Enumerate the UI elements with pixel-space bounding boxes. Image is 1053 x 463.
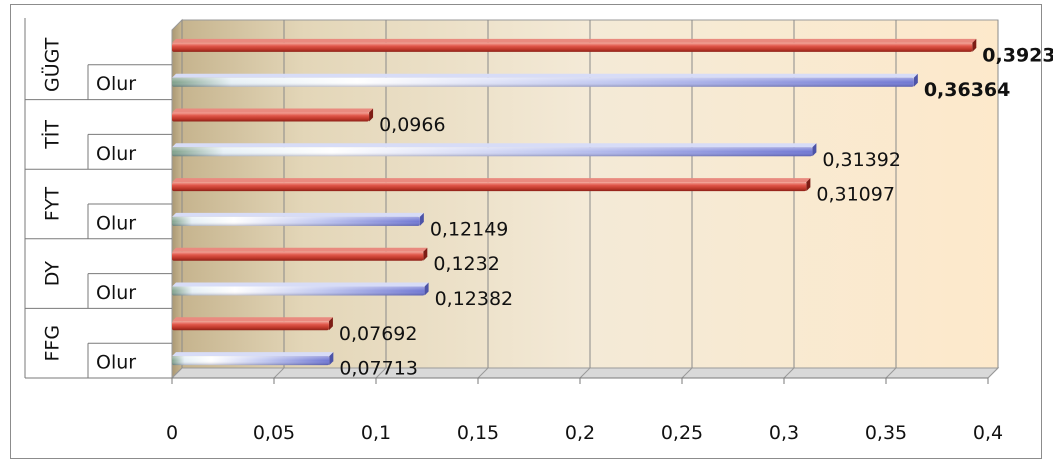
group-label: DY: [42, 261, 64, 287]
bar-top-face: [172, 38, 977, 43]
category-labels: GÜGT TİT FYT DY FFG Olur Olur Olur Olur Olur: [24, 18, 172, 379]
bar-end-face: [369, 108, 374, 122]
x-tick-labels: 0 0,05 0,1 0,15 0,2 0,25 0,3 0,35 0,4: [166, 422, 1003, 444]
data-label: 0,12382: [435, 288, 514, 310]
row-label: Olur: [96, 282, 136, 304]
grid-line-floor: [783, 367, 795, 379]
group-label: FYT: [42, 187, 64, 222]
x-tick-label: 0,35: [865, 422, 907, 444]
group-label: FFG: [42, 325, 64, 362]
x-tick-label: 0,1: [361, 422, 391, 444]
grid-line-floor: [579, 367, 591, 379]
data-label: 0,31097: [816, 184, 895, 206]
data-label: 0,07713: [339, 358, 418, 380]
bar-end-face: [972, 38, 977, 52]
bar-end-face: [913, 73, 918, 87]
bar-end-face: [329, 352, 334, 366]
data-label: 0,36364: [924, 79, 1011, 101]
bar-top-face: [172, 352, 334, 357]
bar-red: [172, 108, 374, 122]
grid-line-floor: [885, 367, 897, 379]
x-tick-label: 0,3: [769, 422, 799, 444]
bar-shade: [172, 77, 914, 87]
bar-blue: [172, 282, 429, 296]
axes: [171, 377, 989, 384]
grid-line-floor: [987, 367, 999, 379]
bar-top-face: [172, 143, 817, 148]
bar-front-face: [172, 251, 424, 261]
x-tick-label: 0,4: [973, 422, 1003, 444]
grid-line-floor: [273, 367, 285, 379]
row-label: Olur: [96, 212, 136, 234]
bar-blue: [172, 212, 424, 226]
bar-end-face: [423, 247, 428, 261]
group-label: GÜGT: [41, 37, 64, 92]
bars: [172, 38, 977, 366]
row-label: Olur: [96, 73, 136, 95]
data-label: 0,31392: [822, 149, 901, 171]
bar-top-face: [172, 247, 428, 252]
bar-blue: [172, 352, 334, 366]
bar-front-face: [172, 321, 329, 331]
data-label: 0,07692: [339, 323, 418, 345]
bar-end-face: [806, 178, 811, 192]
bar-blue: [172, 143, 817, 157]
x-tick-label: 0: [166, 422, 178, 444]
bar-top-face: [172, 178, 811, 183]
bar-red: [172, 38, 977, 52]
bar-shade: [172, 286, 425, 296]
bar-blue: [172, 73, 918, 87]
bar-red: [172, 317, 333, 331]
bar-end-face: [424, 282, 429, 296]
x-tick-label: 0,25: [661, 422, 703, 444]
row-label: Olur: [96, 352, 136, 374]
bar-red: [172, 247, 428, 261]
x-tick-label: 0,05: [253, 422, 295, 444]
data-label: 0,0966: [379, 114, 445, 136]
group-label: TİT: [41, 120, 64, 150]
x-tick-label: 0,2: [565, 422, 595, 444]
bar-top-face: [172, 212, 424, 217]
data-labels: 0,39231 0,36364 0,0966 0,31392 0,31097 0,1214…: [339, 44, 1053, 379]
bar-front-face: [172, 182, 807, 192]
bar-top-face: [172, 73, 918, 78]
grid-line-floor: [171, 367, 183, 379]
grid-line-floor: [375, 367, 387, 379]
data-label: 0,12149: [430, 218, 509, 240]
bar-end-face: [812, 143, 817, 157]
bar-red: [172, 178, 811, 192]
x-tick-label: 0,15: [457, 422, 499, 444]
bar-front-face: [172, 112, 370, 122]
bar-front-face: [172, 42, 973, 52]
data-label: 0,39231: [982, 44, 1053, 66]
bar-top-face: [172, 108, 374, 113]
grid-line-floor: [477, 367, 489, 379]
bar-top-face: [172, 317, 333, 322]
bar-top-face: [172, 282, 429, 287]
bar-end-face: [328, 317, 333, 331]
row-label: Olur: [96, 143, 136, 165]
data-label: 0,1232: [433, 253, 499, 275]
bar-shade: [172, 147, 813, 157]
bar-shade: [172, 216, 420, 226]
grid-line-floor: [681, 367, 693, 379]
bar-end-face: [419, 212, 424, 226]
bar-shade: [172, 356, 330, 366]
